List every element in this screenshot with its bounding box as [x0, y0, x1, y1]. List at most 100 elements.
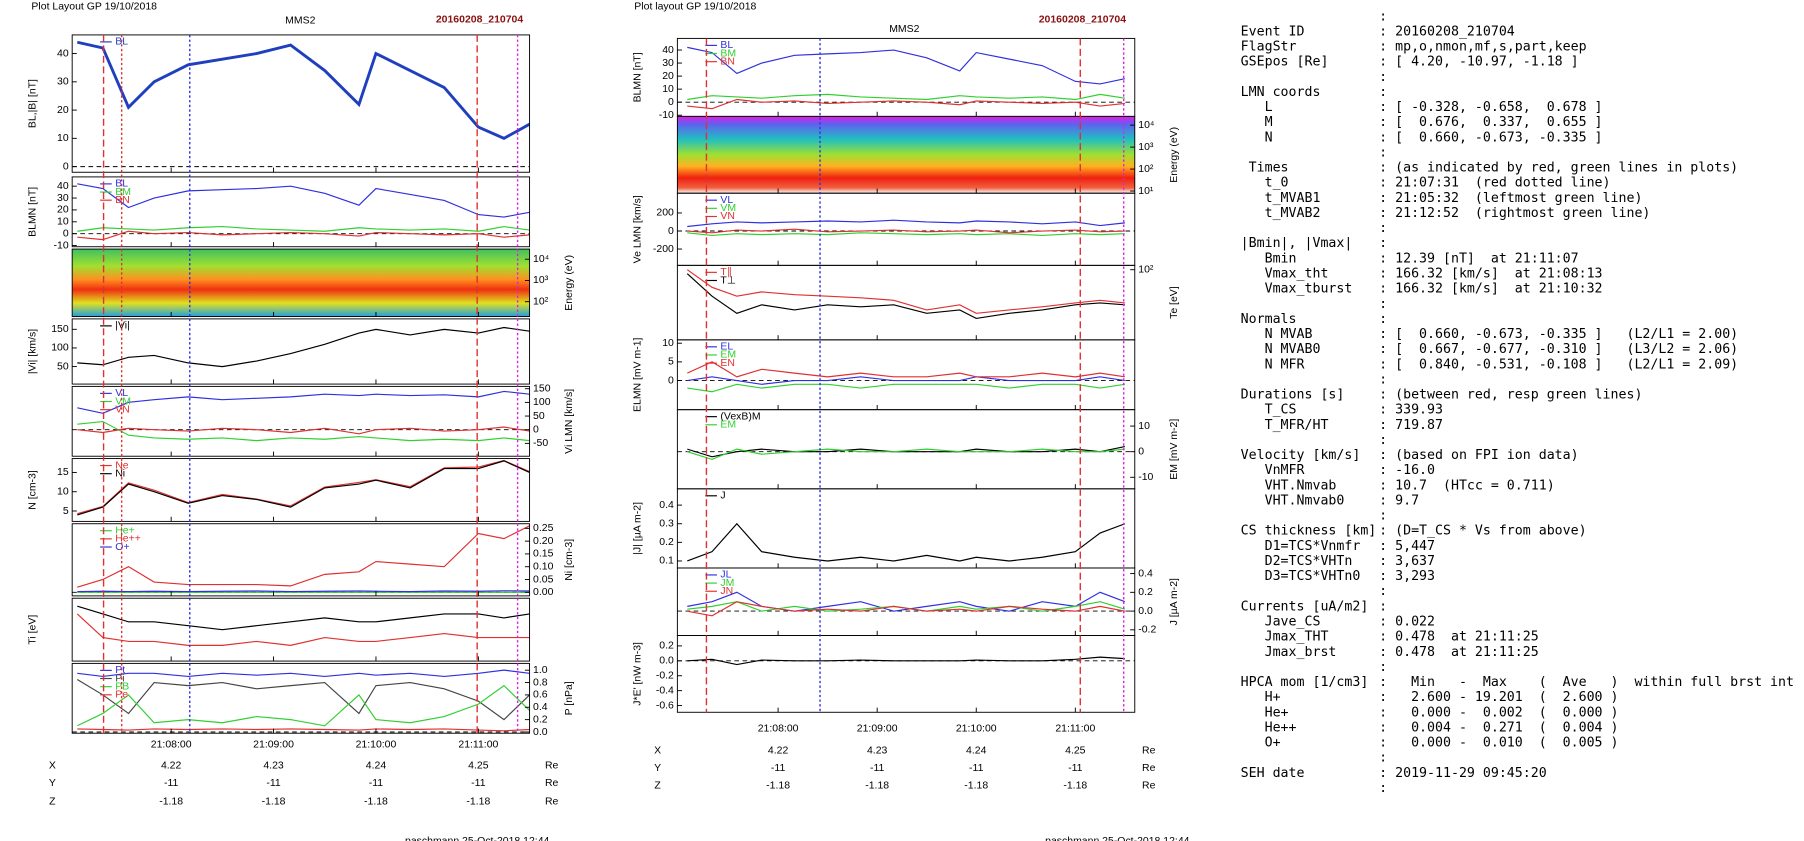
y-tick-label: 0.15: [533, 549, 554, 560]
legend-label: O+: [115, 542, 129, 553]
y-tick-label: -200: [653, 244, 674, 255]
y-tick-label: 15: [57, 467, 69, 478]
y-tick-label: -10: [1138, 472, 1153, 483]
y-axis-label: J*E' [nW m-3]: [633, 642, 644, 706]
coord-value: 4.24: [366, 761, 387, 772]
info-label: N MVAB: [1241, 327, 1313, 342]
y-tick-label: 0.2: [533, 714, 548, 725]
trace: [686, 273, 1125, 320]
trace: [76, 40, 530, 141]
y-axis-label: BL,|B| [nT]: [27, 79, 38, 128]
y-tick-label: -10: [54, 240, 69, 251]
info-label: Jave_CS: [1241, 614, 1321, 629]
y-tick-label: 200: [656, 208, 674, 219]
trace: [77, 226, 530, 232]
y-tick-label: 10⁴: [533, 254, 549, 265]
info-label: Vmax_tht: [1241, 267, 1329, 282]
y-tick-label: 40: [57, 48, 69, 59]
info-value: : 0.000 - 0.002 ( 0.000 ): [1379, 705, 1618, 720]
y-tick-label: 0.0: [659, 656, 674, 667]
y-tick-label: -0.2: [1138, 625, 1156, 636]
info-value: : 21:12:52 (rightmost green line): [1379, 206, 1650, 221]
x-tick-label: 21:09:00: [253, 740, 294, 751]
info-value: : 2.600 - 19.201 ( 2.600 ): [1379, 690, 1618, 705]
info-label: Jmax_brst: [1241, 645, 1337, 660]
info-value: :: [1379, 85, 1387, 100]
info-value: : 10.7 (HTcc = 0.711): [1379, 478, 1554, 493]
y-axis-label: Vi LMN [km/s]: [564, 389, 575, 454]
panel-frame: [676, 339, 1136, 411]
info-label: T_MFR/HT: [1241, 418, 1329, 433]
info-label: Times: [1241, 161, 1289, 176]
info-label: VnMFR: [1241, 463, 1305, 478]
y-tick-label: 10: [662, 84, 674, 95]
legend-label: Ne: [115, 460, 129, 471]
coord-unit: Re: [545, 761, 559, 772]
x-tick-label: 21:11:00: [1055, 723, 1095, 734]
trace: [687, 46, 1125, 85]
y-tick-label: 0.20: [533, 536, 554, 547]
legend-label: T⊥: [720, 275, 736, 286]
y-tick-label: 0.4: [659, 500, 674, 511]
legend-label: VM: [720, 203, 736, 214]
legend-label: BN: [115, 195, 130, 206]
coord-value: 4.25: [1065, 745, 1086, 756]
info-label: CS thickness [km]: [1241, 524, 1377, 539]
info-label: LMN coords: [1241, 85, 1321, 100]
y-tick-label: 0: [63, 161, 69, 172]
info-label: M: [1241, 115, 1273, 130]
footer: paschmann 25-Oct-2018 12:44: [1045, 836, 1190, 841]
y-tick-label: -0.6: [656, 700, 674, 711]
info-value: :: [1379, 236, 1387, 251]
trace: [77, 605, 530, 631]
legend-label: JN: [720, 586, 733, 597]
coord-value: 4.22: [161, 761, 182, 772]
coord-unit: Re: [1142, 780, 1156, 791]
info-label: Velocity [km/s]: [1241, 448, 1361, 463]
panel: He+He++O+ 0.00 0.05 0.100.15 0.20 0.25 Ni [cm-…: [71, 523, 575, 598]
y-tick-label: 0.3: [659, 518, 674, 529]
y-tick-label: 10: [57, 133, 69, 144]
trace: [77, 183, 530, 218]
y-tick-label: 10: [57, 217, 69, 228]
y-axis-label: Energy (eV): [564, 255, 575, 311]
info-value: :: [1379, 599, 1387, 614]
info-label: Normals: [1241, 312, 1297, 327]
info-label: H+: [1241, 690, 1281, 705]
coord-value: -1.18: [1063, 780, 1087, 791]
x-tick-label: 21:11:00: [458, 740, 498, 751]
legend-label: (VexB)M: [720, 411, 760, 422]
y-axis-label: J [µA m-2]: [1169, 578, 1180, 625]
info-label: Bmin: [1241, 251, 1297, 266]
info-label: D2=TCS*VHTn: [1241, 554, 1353, 569]
panel-frame: [71, 458, 531, 522]
panel: PtPiPBPe0.00.20.40.60.81.0P [nPa]: [71, 662, 575, 738]
coord-value: 4.24: [966, 745, 987, 756]
panel: J 0.1 0.2 0.3 0.4 |J| [µA m-2]: [633, 488, 1136, 569]
info-label: Durations [s]: [1241, 388, 1345, 403]
y-axis-label: P [nPa]: [564, 681, 575, 715]
info-colon: :: [1379, 660, 1387, 675]
info-value: : 0.478 at 21:11:25: [1379, 645, 1539, 660]
y-tick-label: 20: [57, 105, 69, 116]
y-tick-label: 100: [51, 343, 69, 354]
y-tick-label: 20: [662, 71, 674, 82]
coord-value: -1.18: [466, 797, 490, 808]
info-colon: :: [1379, 297, 1387, 312]
y-axis-label: |Vi| [km/s]: [27, 329, 38, 374]
info-colon: :: [1379, 433, 1387, 448]
panel: (VexB)MEM -10 0 10 EM [mV m-2]: [676, 409, 1180, 490]
info-value: : [ 4.20, -10.97, -1.18 ]: [1379, 55, 1578, 70]
y-tick-label: 0.25: [533, 523, 554, 534]
info-label: L: [1241, 100, 1273, 115]
trace: [77, 420, 530, 442]
trace: [77, 426, 530, 435]
coord-value: 4.23: [867, 745, 888, 756]
panel-frame: [71, 318, 531, 385]
info-label: He++: [1241, 720, 1297, 735]
coord-value: -11: [1068, 763, 1083, 774]
trace: [687, 383, 1125, 393]
